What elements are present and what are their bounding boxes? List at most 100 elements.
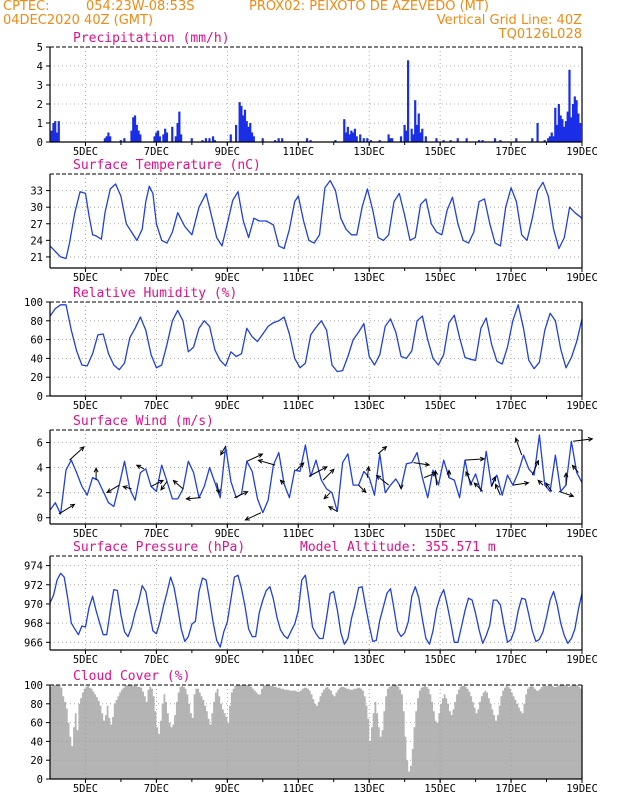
x-tick-label: 9DEC [215,272,240,284]
wind-arrowhead [494,483,500,489]
y-tick-label: 30 [30,202,43,214]
y-tick-label: 20 [30,372,43,384]
panel-pressure: 5DEC 7DEC 9DEC 11DEC 13DEC 15DEC 17DEC 19DEC 966… [24,540,598,666]
panel-cloud: 5DEC 7DEC 9DEC 11DEC 13DEC 15DEC 17DEC 19DEC 0 20… [24,669,598,795]
wind-arrow [465,471,473,486]
y-tick-label: 27 [30,219,43,231]
wind-arrowhead [135,464,142,470]
precip-bar [559,115,562,142]
x-tick-label: 11DEC [282,528,314,540]
wind-arrow [376,475,390,486]
wind-arrow [106,484,120,493]
x-tick-label: 5DEC [73,272,98,284]
y-tick-label: 40 [30,353,43,365]
x-tick-label: 7DEC [144,654,169,666]
wind-arrow [246,453,263,462]
precip-bar [305,138,309,142]
precip-bar [571,104,575,142]
precip-bar [352,132,355,142]
precip-bar [564,121,568,142]
precip-bar [107,132,110,142]
precip-bar [477,140,481,142]
wind-arrow [150,479,164,487]
y-tick-label: 5 [37,42,43,54]
x-tick-label: 13DEC [353,654,385,666]
panel-wind: 5DEC 7DEC 9DEC 11DEC 13DEC 15DEC 17DEC 19DEC 0 2 4… [37,414,598,540]
precip-bar [366,138,369,142]
precip-bar [229,134,232,142]
wind-arrow [358,484,367,493]
precip-bar [178,111,181,142]
y-tick-label: 0 [37,391,43,403]
panel-title: Surface Pressure (hPa) [73,540,245,555]
precip-bar [123,138,126,142]
x-tick-label: 11DEC [282,654,314,666]
precip-bar [570,117,573,142]
precip-bar [414,100,417,142]
precip-bar [557,104,560,142]
precip-bar [575,100,578,142]
precip-bar [164,128,167,142]
precip-bar [552,136,555,142]
wind-arrowhead [257,459,263,464]
wind-arrowhead [523,480,530,486]
wind-arrowhead [329,468,335,474]
wind-arrow [160,481,168,491]
x-tick-label: 17DEC [495,146,527,158]
precip-bar [274,140,277,142]
x-tick-label: 19DEC [566,783,598,795]
x-tick-label: 5DEC [73,654,98,666]
precip-bar [135,124,138,142]
precip-bar [204,138,208,142]
x-tick-label: 13DEC [353,400,385,412]
precip-bar [410,128,413,142]
precip-bar [531,138,534,142]
wind-arrow [234,491,248,499]
precip-bar [249,123,252,142]
wind-arrowhead [381,445,388,451]
precip-bar [139,134,142,142]
x-tick-label: 11DEC [282,272,314,284]
wind-arrowhead [243,491,249,496]
x-tick-label: 13DEC [353,272,385,284]
wind-arrow [558,490,574,497]
precip-bar [54,121,57,142]
wind-arrowhead [172,479,178,485]
y-tick-label: 3 [37,80,43,92]
precip-bar [309,140,312,142]
y-tick-label: 100 [24,297,43,309]
x-tick-label: 9DEC [215,146,240,158]
x-tick-label: 19DEC [566,272,598,284]
y-tick-label: 20 [30,755,43,767]
y-tick-label: 1 [37,118,43,130]
wind-arrowhead [361,487,367,494]
precip-bar [250,132,254,142]
wind-arrowhead [160,485,166,491]
wind-arrowhead [563,471,569,478]
x-tick-label: 19DEC [566,146,598,158]
y-tick-label: 24 [30,235,43,247]
x-tick-label: 17DEC [495,400,527,412]
wind-arrow [123,486,132,490]
precip-bar [261,138,264,142]
precip-bar [350,130,353,142]
y-tick-label: 2 [37,99,43,111]
precip-bar [353,128,357,142]
y-tick-label: 972 [24,580,43,592]
precip-bar [180,134,183,142]
x-tick-label: 9DEC [215,528,240,540]
y-tick-label: 0 [37,137,43,149]
precip-bar [201,140,204,142]
header-source: CPTEC: [3,0,50,14]
x-tick-label: 7DEC [144,400,169,412]
precip-bar [399,136,403,142]
y-tick-label: 40 [30,736,43,748]
precip-bar [109,136,112,142]
precip-bar [369,140,372,142]
precip-bar [176,123,179,142]
precip-bar [242,115,245,142]
y-tick-label: 0 [37,513,43,525]
wind-arrowhead [215,488,221,495]
x-tick-label: 9DEC [215,783,240,795]
